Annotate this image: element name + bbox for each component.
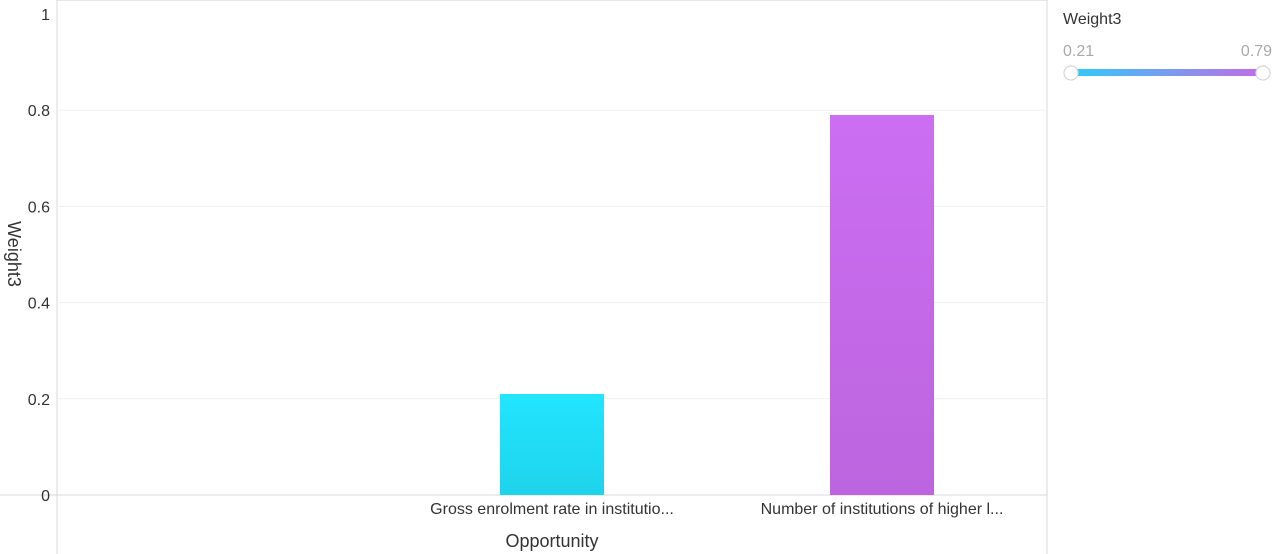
x-tick-label: Number of institutions of higher l... — [761, 501, 1004, 518]
legend-title: Weight3 — [1063, 11, 1122, 28]
y-tick-label: 0.8 — [28, 103, 50, 120]
y-tick-label: 1 — [41, 7, 50, 24]
legend-gradient-bar — [1071, 69, 1263, 76]
bar[interactable] — [500, 393, 604, 495]
legend-max-label: 0.79 — [1241, 43, 1272, 60]
x-axis-title: Opportunity — [505, 531, 598, 551]
legend-min-label: 0.21 — [1063, 43, 1094, 60]
legend-max-handle[interactable] — [1255, 65, 1271, 81]
x-tick-label: Gross enrolment rate in institutio... — [430, 501, 674, 518]
y-tick-label: 0.6 — [28, 199, 50, 216]
y-tick-labels: 0 0.2 0.4 0.6 0.8 1 — [28, 7, 50, 505]
y-tick-label: 0 — [41, 488, 50, 505]
legend-min-handle[interactable] — [1063, 65, 1079, 81]
y-tick-label: 0.4 — [28, 296, 50, 313]
x-tick-labels: Gross enrolment rate in institutio... Num… — [430, 501, 1003, 518]
bars — [500, 115, 934, 495]
y-axis-title: Weight3 — [4, 221, 24, 287]
legend: Weight3 0.21 0.79 — [1063, 11, 1272, 81]
bar[interactable] — [830, 115, 934, 495]
y-tick-label: 0.2 — [28, 392, 50, 409]
